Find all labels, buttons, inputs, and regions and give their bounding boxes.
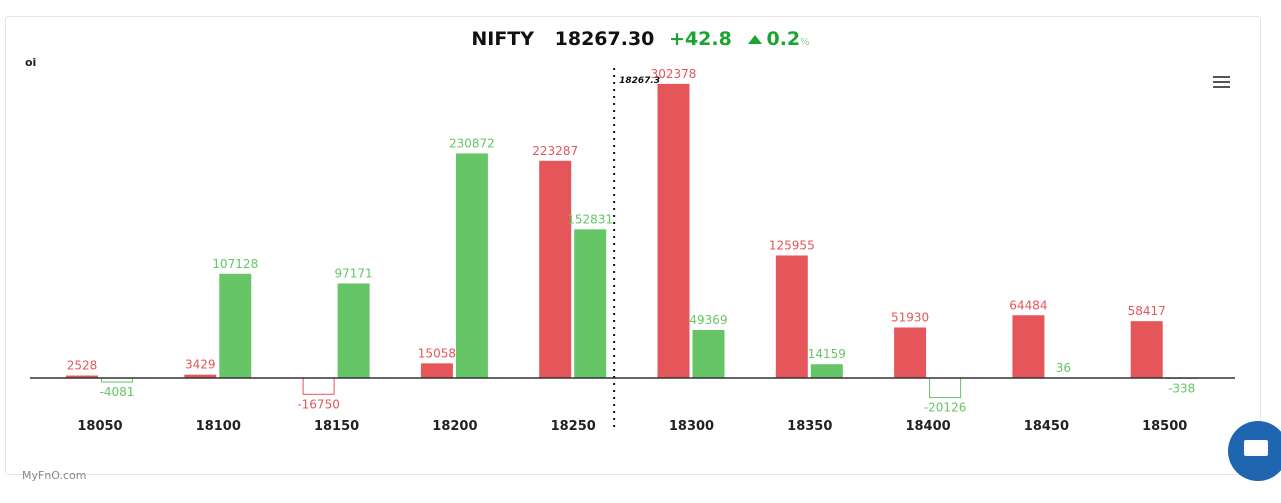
data-label: 58417 <box>1128 304 1166 318</box>
x-tick-label: 18300 <box>669 419 714 434</box>
data-label: -16750 <box>297 397 340 411</box>
spot-price-label: 18267.3 <box>619 76 660 86</box>
price-change: +42.8 <box>669 28 732 50</box>
data-label: -4081 <box>100 385 135 399</box>
x-tick-label: 18400 <box>905 419 950 434</box>
x-tick-label: 18150 <box>314 419 359 434</box>
bar-call <box>66 375 98 378</box>
bar-call <box>1130 321 1163 378</box>
x-tick-label: 18350 <box>787 419 832 434</box>
bar-put <box>810 364 843 378</box>
percent-symbol: % <box>800 37 810 48</box>
bar-call <box>539 160 572 378</box>
x-tick-label: 18450 <box>1024 419 1069 434</box>
y-axis-label: oi <box>25 56 37 69</box>
data-label: 49369 <box>689 313 727 327</box>
x-tick-label: 18050 <box>77 419 122 434</box>
bar-call <box>894 327 927 378</box>
change-percent: 0.2 <box>766 28 801 50</box>
bar-call <box>657 83 690 379</box>
bar-call <box>184 374 217 378</box>
symbol-name: NIFTY <box>471 28 535 50</box>
bar-put <box>455 153 488 378</box>
bar-put <box>692 329 725 378</box>
data-label: 152831 <box>567 212 613 226</box>
bar-call <box>1012 315 1045 378</box>
bar-call <box>775 255 808 378</box>
data-label: -20126 <box>924 401 967 415</box>
data-label: 3429 <box>185 358 216 372</box>
x-tick-label: 18500 <box>1142 419 1187 434</box>
chart-title: NIFTY 18267.30 +42.8 0.2% <box>0 28 1281 50</box>
bar-call-negative <box>302 377 335 395</box>
x-tick-label: 18200 <box>432 419 477 434</box>
bar-put <box>337 283 370 378</box>
data-label: 64484 <box>1009 298 1047 312</box>
brand-watermark: MyFnO.com <box>22 469 87 482</box>
chat-bubble-icon <box>1244 440 1268 456</box>
bar-put <box>219 273 252 378</box>
data-label: 36 <box>1056 361 1071 375</box>
data-label: 302378 <box>651 67 697 81</box>
bar-put-negative <box>929 377 962 399</box>
hamburger-menu-icon[interactable] <box>1213 76 1230 89</box>
data-label: 2528 <box>67 359 98 373</box>
data-label: 125955 <box>769 238 815 252</box>
data-label: 230872 <box>449 136 495 150</box>
data-label: 223287 <box>532 144 578 158</box>
chat-button[interactable] <box>1228 421 1281 481</box>
data-label: -338 <box>1168 381 1195 395</box>
data-label: 51930 <box>891 310 929 324</box>
x-tick-label: 18100 <box>196 419 241 434</box>
chart-card <box>5 16 1261 475</box>
last-price: 18267.30 <box>554 28 655 50</box>
data-label: 14159 <box>808 347 846 361</box>
data-label: 15058 <box>418 346 456 360</box>
bar-put <box>574 229 607 378</box>
data-label: 97171 <box>335 266 373 280</box>
data-label: 107128 <box>212 257 258 271</box>
x-tick-label: 18250 <box>551 419 596 434</box>
up-arrow-icon <box>748 35 763 44</box>
bar-call <box>420 363 453 378</box>
